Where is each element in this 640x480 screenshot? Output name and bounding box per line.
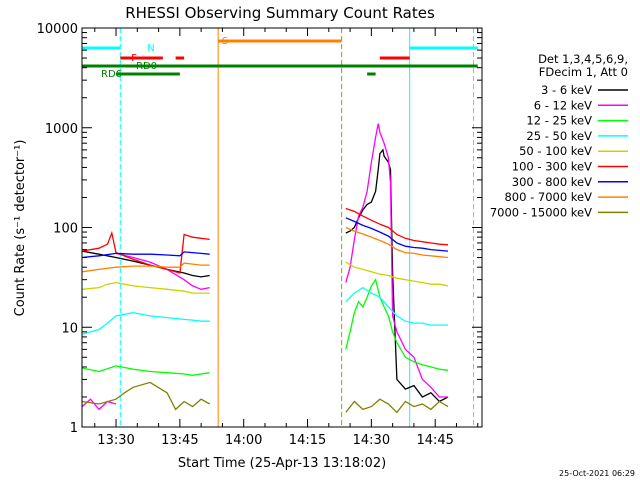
legend-entry-label: 300 - 800 keV: [512, 175, 592, 189]
series-line-1: [345, 148, 449, 403]
series-line-5: [81, 281, 210, 294]
y-tick-label: 1000: [45, 122, 78, 137]
series-line-7: [81, 251, 210, 259]
series-line-9: [345, 398, 449, 414]
x-tick-label: 14:15: [289, 433, 326, 448]
series-line-2: [345, 123, 448, 398]
series-line-4: [345, 286, 448, 326]
x-tick-label: 14:00: [225, 433, 262, 448]
series-line-7: [345, 217, 449, 252]
x-tick-label: 13:30: [97, 433, 134, 448]
legend-entry-label: 3 - 6 keV: [541, 83, 592, 97]
y-tick-label: 1: [70, 421, 78, 436]
legend-entry-label: 12 - 25 keV: [526, 114, 592, 128]
legend-entry-label: 25 - 50 keV: [526, 129, 592, 143]
y-tick-label: 100: [53, 222, 78, 237]
x-tick-label: 13:45: [161, 433, 198, 448]
series-line-9: [81, 381, 211, 411]
series-line-2: [81, 398, 117, 411]
vertical-markers: [81, 28, 474, 427]
series-line-8: [345, 226, 449, 259]
chart-title: RHESSI Observing Summary Count Rates: [125, 4, 435, 22]
flag-label: N: [147, 43, 154, 54]
legend-entry-label: 50 - 100 keV: [519, 144, 592, 158]
flag-label: F: [131, 53, 137, 64]
series-lines: [81, 123, 449, 414]
legend: Det 1,3,4,5,6,9,FDecim 1, Att 0 3 - 6 keV…: [490, 52, 628, 219]
legend-header: FDecim 1, Att 0: [539, 65, 628, 79]
axes: 13:30 13:45 14:00 14:15 14:30 14:45 1 10 100 1000…: [37, 22, 482, 448]
legend-entry-label: 100 - 300 keV: [512, 160, 592, 174]
series-line-3: [81, 365, 210, 376]
y-tick-label: 10000: [37, 22, 78, 37]
series-line-2: [115, 252, 210, 290]
series-line-6: [345, 207, 449, 246]
legend-header: Det 1,3,4,5,6,9,: [538, 52, 628, 66]
flag-label: RD6: [101, 69, 122, 80]
legend-entry-label: 800 - 7000 keV: [504, 190, 592, 204]
legend-entry-label: 6 - 12 keV: [534, 98, 592, 112]
x-tick-label: 14:30: [353, 433, 390, 448]
y-axis-label: Count Rate (s⁻¹ detector⁻¹): [13, 140, 28, 317]
flag-label: S: [222, 36, 228, 47]
x-tick-label: 14:45: [416, 433, 453, 448]
series-line-8: [81, 262, 210, 273]
flag-label: RD0: [136, 61, 157, 72]
plot-frame: [81, 27, 483, 428]
legend-entry-label: 7000 - 15000 keV: [490, 205, 592, 219]
series-line-6: [81, 230, 210, 274]
series-line-5: [345, 261, 449, 287]
series-line-3: [345, 278, 449, 371]
footer-timestamp: 25-Oct-2021 06:29: [559, 469, 635, 478]
y-tick-label: 10: [61, 321, 78, 336]
x-axis-label: Start Time (25-Apr-13 13:18:02): [178, 456, 386, 471]
series-line-4: [81, 312, 210, 335]
